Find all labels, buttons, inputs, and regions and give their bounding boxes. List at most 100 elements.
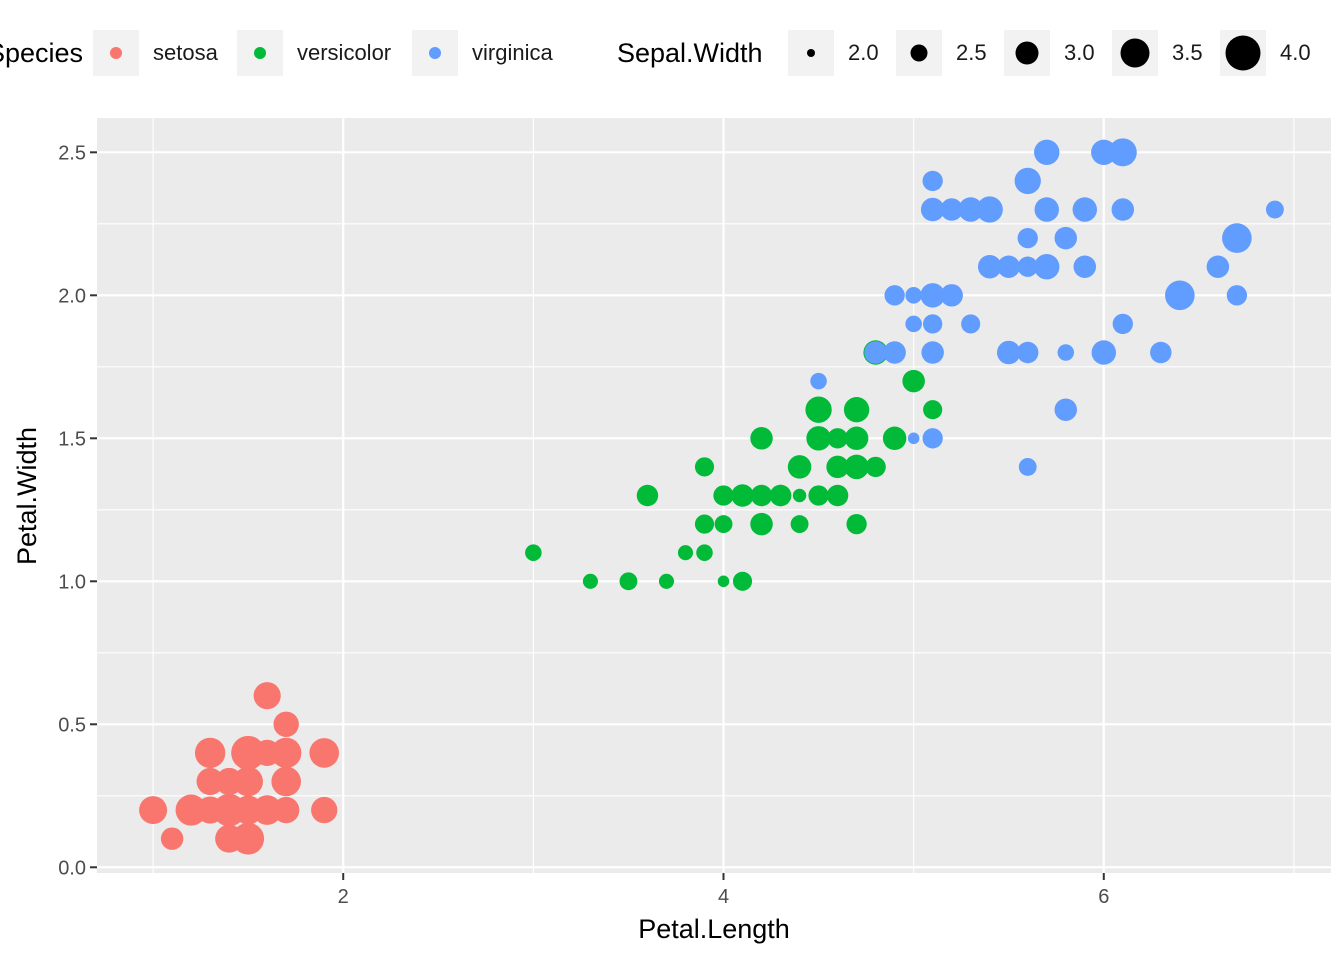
y-tick-label: 2.5 (58, 142, 86, 164)
size-legend-dot (807, 49, 815, 57)
data-point-virginica (961, 314, 981, 334)
data-point-versicolor (636, 484, 659, 507)
data-point-virginica (1112, 313, 1133, 335)
size-legend-label: 3.0 (1064, 40, 1095, 65)
data-point-versicolor (865, 456, 886, 478)
data-point-virginica (1015, 169, 1040, 193)
data-point-versicolor (826, 484, 849, 507)
data-point-virginica (922, 170, 943, 192)
legend-label-versicolor: versicolor (297, 40, 391, 65)
color-legend-title: Species (0, 38, 83, 68)
data-point-versicolor (525, 544, 542, 561)
x-tick-label: 6 (1098, 886, 1109, 908)
data-point-virginica (940, 198, 963, 221)
data-point-versicolor (792, 488, 807, 503)
data-point-virginica (905, 315, 922, 333)
data-point-virginica (1018, 457, 1037, 476)
legend-key-dot (254, 47, 266, 59)
data-point-versicolor (694, 457, 715, 477)
data-point-versicolor (619, 572, 638, 591)
data-point-setosa (197, 797, 223, 823)
data-point-virginica (1072, 197, 1098, 222)
data-point-setosa (311, 796, 338, 824)
data-point-versicolor (807, 427, 830, 450)
data-point-virginica (1226, 285, 1248, 306)
data-point-versicolor (788, 455, 811, 479)
data-point-versicolor (826, 455, 849, 479)
data-point-virginica (1091, 139, 1117, 166)
size-legend-label: 2.0 (848, 40, 879, 65)
size-legend-dot (1015, 41, 1039, 65)
x-tick-label: 4 (718, 886, 729, 908)
data-point-setosa (160, 827, 184, 850)
data-point-virginica (1222, 223, 1252, 253)
data-point-versicolor (658, 573, 674, 589)
data-point-virginica (1034, 254, 1060, 280)
legend-key-dot (110, 47, 122, 59)
data-point-virginica (1034, 197, 1059, 222)
data-point-versicolor (694, 514, 715, 534)
data-point-setosa (271, 766, 301, 797)
data-point-setosa (270, 737, 302, 769)
data-point-virginica (1206, 255, 1230, 278)
size-legend-title: Sepal.Width (617, 38, 763, 68)
data-point-setosa (217, 770, 241, 793)
data-point-virginica (922, 428, 943, 449)
data-point-setosa (254, 739, 281, 767)
data-point-versicolor (827, 428, 848, 449)
data-point-versicolor (750, 427, 773, 450)
legend-label-setosa: setosa (153, 40, 219, 65)
size-legend-label: 4.0 (1280, 40, 1311, 65)
data-point-versicolor (844, 426, 869, 451)
y-axis-title: Petal.Width (12, 427, 42, 565)
y-tick-label: 0.5 (58, 714, 86, 736)
data-point-virginica (1017, 341, 1039, 364)
data-point-versicolor (715, 487, 732, 504)
data-point-versicolor (696, 544, 713, 561)
legend-label-virginica: virginica (472, 40, 553, 65)
data-point-setosa (194, 737, 226, 769)
data-point-setosa (233, 795, 263, 825)
data-point-virginica (977, 254, 1002, 279)
data-point-versicolor (902, 369, 925, 393)
data-point-versicolor (717, 575, 730, 588)
data-point-virginica (1057, 344, 1075, 361)
data-point-versicolor (750, 484, 773, 507)
data-point-virginica (1054, 398, 1077, 421)
data-point-virginica (1265, 200, 1284, 219)
data-point-virginica (1054, 226, 1077, 250)
data-point-setosa (253, 682, 281, 710)
axes: 2 4 6 0.0 0.5 1.0 1.5 2.0 2.5 (58, 142, 1109, 908)
data-point-setosa (216, 797, 242, 823)
data-point-virginica (1091, 340, 1117, 365)
data-point-virginica (810, 372, 827, 390)
legend-key-dot (429, 47, 441, 59)
data-point-virginica (905, 287, 922, 304)
y-tick-label: 1.5 (58, 428, 86, 450)
data-point-versicolor (750, 512, 773, 536)
data-point-virginica (940, 284, 963, 307)
y-tick-label: 1.0 (58, 571, 86, 593)
data-point-virginica (1165, 280, 1195, 311)
data-point-versicolor (808, 485, 829, 506)
data-point-virginica (1073, 255, 1097, 278)
data-point-versicolor (732, 571, 753, 591)
y-tick-label: 0.0 (58, 857, 86, 879)
data-point-versicolor (790, 515, 809, 534)
data-point-virginica (1111, 198, 1135, 221)
data-point-virginica (997, 255, 1020, 278)
data-point-versicolor (846, 513, 867, 535)
data-point-versicolor (677, 545, 694, 561)
data-point-setosa (178, 797, 204, 823)
data-points (139, 138, 1284, 855)
size-legend-dot (1225, 35, 1261, 71)
data-point-setosa (215, 824, 244, 853)
x-tick-label: 2 (338, 886, 349, 908)
size-legend-label: 3.5 (1172, 40, 1203, 65)
size-legend-dot (910, 44, 928, 62)
data-point-versicolor (714, 515, 733, 534)
data-point-virginica (976, 196, 1003, 223)
data-point-setosa (235, 739, 262, 767)
data-point-versicolor (732, 485, 753, 506)
data-point-virginica (923, 314, 943, 334)
